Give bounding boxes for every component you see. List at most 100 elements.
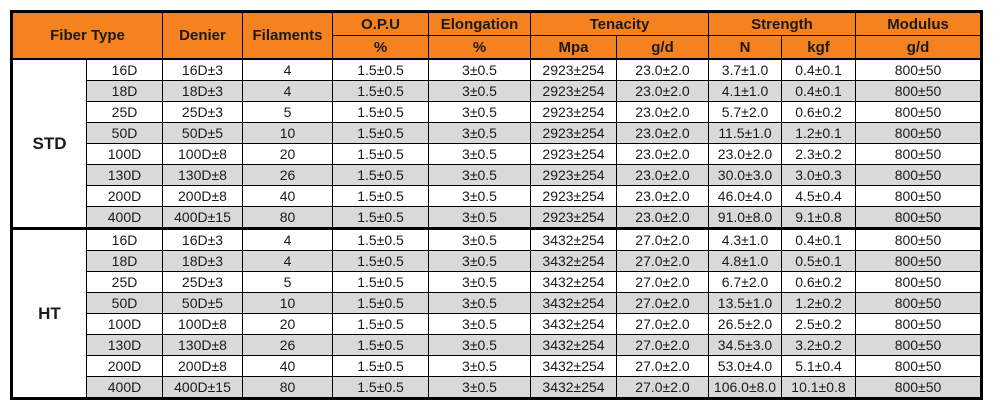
cell-strength-n: 26.5±2.0 <box>708 313 782 335</box>
cell-denier: 18D±3 <box>162 250 243 272</box>
header-strength-unit-kgf: kgf <box>780 35 857 60</box>
table-header: Fiber Type Denier Filaments O.P.U Elonga… <box>11 11 983 60</box>
table-row: 400D 400D±15 80 1.5±0.5 3±0.5 2923±254 23.0±2.… <box>12 206 983 229</box>
cell-denier: 130D±8 <box>162 334 243 356</box>
cell-tenacity-gd: 27.0±2.0 <box>616 227 709 251</box>
header-tenacity-unit-mpa: Mpa <box>530 35 617 60</box>
cell-strength-n: 4.3±1.0 <box>708 227 782 251</box>
cell-tenacity-mpa: 2923±254 <box>530 101 617 123</box>
cell-elongation: 3±0.5 <box>428 122 531 144</box>
cell-tenacity-gd: 27.0±2.0 <box>616 313 709 335</box>
cell-tenacity-gd: 27.0±2.0 <box>616 355 709 377</box>
cell-tenacity-mpa: 3432±254 <box>530 292 617 314</box>
cell-strength-kgf: 3.2±0.2 <box>780 334 857 356</box>
cell-opu: 1.5±0.5 <box>332 164 429 186</box>
header-opu-unit: % <box>332 35 429 60</box>
cell-tenacity-mpa: 2923±254 <box>530 143 617 165</box>
cell-filaments: 10 <box>242 122 333 144</box>
cell-filaments: 20 <box>242 313 333 335</box>
cell-elongation: 3±0.5 <box>428 271 531 293</box>
cell-strength-n: 6.7±2.0 <box>708 271 782 293</box>
cell-tenacity-gd: 23.0±2.0 <box>616 80 709 102</box>
cell-opu: 1.5±0.5 <box>332 313 429 335</box>
cell-filaments: 26 <box>242 164 333 186</box>
cell-strength-n: 30.0±3.0 <box>708 164 782 186</box>
cell-elongation: 3±0.5 <box>428 355 531 377</box>
table-row: 25D 25D±3 5 1.5±0.5 3±0.5 2923±254 23.0±2.0 5.7… <box>12 101 983 123</box>
cell-elongation: 3±0.5 <box>428 227 531 251</box>
table-row: 50D 50D±5 10 1.5±0.5 3±0.5 3432±254 27.0±2.0 13… <box>12 292 983 314</box>
cell-fiber-size: 16D <box>86 227 163 251</box>
cell-opu: 1.5±0.5 <box>332 80 429 102</box>
cell-tenacity-gd: 23.0±2.0 <box>616 101 709 123</box>
cell-tenacity-mpa: 2923±254 <box>530 164 617 186</box>
cell-modulus: 800±50 <box>855 80 983 102</box>
cell-modulus: 800±50 <box>855 185 983 207</box>
table-row: 25D 25D±3 5 1.5±0.5 3±0.5 3432±254 27.0±2.0 6.7… <box>12 271 983 293</box>
cell-tenacity-gd: 27.0±2.0 <box>616 376 709 399</box>
cell-filaments: 4 <box>242 58 333 81</box>
cell-fiber-size: 100D <box>86 313 163 335</box>
header-modulus-unit: g/d <box>855 35 983 60</box>
cell-filaments: 26 <box>242 334 333 356</box>
cell-denier: 25D±3 <box>162 271 243 293</box>
header-denier: Denier <box>162 11 243 60</box>
cell-filaments: 40 <box>242 185 333 207</box>
cell-denier: 18D±3 <box>162 80 243 102</box>
table-row: 130D 130D±8 26 1.5±0.5 3±0.5 3432±254 27.0±2.0… <box>12 334 983 356</box>
cell-elongation: 3±0.5 <box>428 101 531 123</box>
cell-opu: 1.5±0.5 <box>332 101 429 123</box>
cell-strength-kgf: 5.1±0.4 <box>780 355 857 377</box>
cell-denier: 16D±3 <box>162 58 243 81</box>
cell-modulus: 800±50 <box>855 101 983 123</box>
cell-tenacity-mpa: 2923±254 <box>530 185 617 207</box>
cell-tenacity-mpa: 3432±254 <box>530 355 617 377</box>
table-body: STD 16D 16D±3 4 1.5±0.5 3±0.5 2923±254 23.0±2.0… <box>11 58 983 399</box>
cell-fiber-size: 200D <box>86 355 163 377</box>
cell-opu: 1.5±0.5 <box>332 292 429 314</box>
cell-denier: 400D±15 <box>162 206 243 229</box>
cell-modulus: 800±50 <box>855 227 983 251</box>
cell-modulus: 800±50 <box>855 271 983 293</box>
table-row: 18D 18D±3 4 1.5±0.5 3±0.5 3432±254 27.0±2.0 4.8… <box>12 250 983 272</box>
cell-elongation: 3±0.5 <box>428 164 531 186</box>
cell-denier: 50D±5 <box>162 292 243 314</box>
table-row: STD 16D 16D±3 4 1.5±0.5 3±0.5 2923±254 23.0±2.0… <box>11 58 983 229</box>
cell-tenacity-gd: 23.0±2.0 <box>616 185 709 207</box>
cell-strength-n: 5.7±2.0 <box>708 101 782 123</box>
header-tenacity: Tenacity <box>530 11 709 36</box>
cell-strength-kgf: 0.4±0.1 <box>780 80 857 102</box>
cell-fiber-size: 18D <box>86 80 163 102</box>
cell-strength-kgf: 3.0±0.3 <box>780 164 857 186</box>
cell-tenacity-gd: 27.0±2.0 <box>616 250 709 272</box>
header-strength-unit-n: N <box>708 35 782 60</box>
cell-strength-kgf: 1.2±0.2 <box>780 292 857 314</box>
cell-strength-kgf: 1.2±0.1 <box>780 122 857 144</box>
cell-tenacity-mpa: 2923±254 <box>530 58 617 81</box>
cell-strength-kgf: 0.5±0.1 <box>780 250 857 272</box>
cell-denier: 100D±8 <box>162 143 243 165</box>
cell-modulus: 800±50 <box>855 250 983 272</box>
cell-tenacity-mpa: 2923±254 <box>530 122 617 144</box>
header-opu: O.P.U <box>332 11 429 36</box>
cell-strength-kgf: 0.4±0.1 <box>780 227 857 251</box>
cell-modulus: 800±50 <box>855 376 983 399</box>
cell-denier: 50D±5 <box>162 122 243 144</box>
cell-elongation: 3±0.5 <box>428 185 531 207</box>
header-fiber-type: Fiber Type <box>11 11 163 60</box>
table-row: 400D 400D±15 80 1.5±0.5 3±0.5 3432±254 27.0±2.… <box>12 376 983 399</box>
cell-tenacity-gd: 23.0±2.0 <box>616 122 709 144</box>
cell-modulus: 800±50 <box>855 122 983 144</box>
cell-denier: 200D±8 <box>162 185 243 207</box>
cell-tenacity-mpa: 3432±254 <box>530 334 617 356</box>
cell-strength-kgf: 0.6±0.2 <box>780 101 857 123</box>
cell-tenacity-mpa: 3432±254 <box>530 227 617 251</box>
table-row: 200D 200D±8 40 1.5±0.5 3±0.5 2923±254 23.0±2.0… <box>12 185 983 207</box>
cell-fiber-size: 50D <box>86 122 163 144</box>
header-filaments: Filaments <box>242 11 333 60</box>
cell-tenacity-mpa: 3432±254 <box>530 313 617 335</box>
cell-elongation: 3±0.5 <box>428 313 531 335</box>
cell-strength-kgf: 4.5±0.4 <box>780 185 857 207</box>
cell-tenacity-mpa: 3432±254 <box>530 376 617 399</box>
